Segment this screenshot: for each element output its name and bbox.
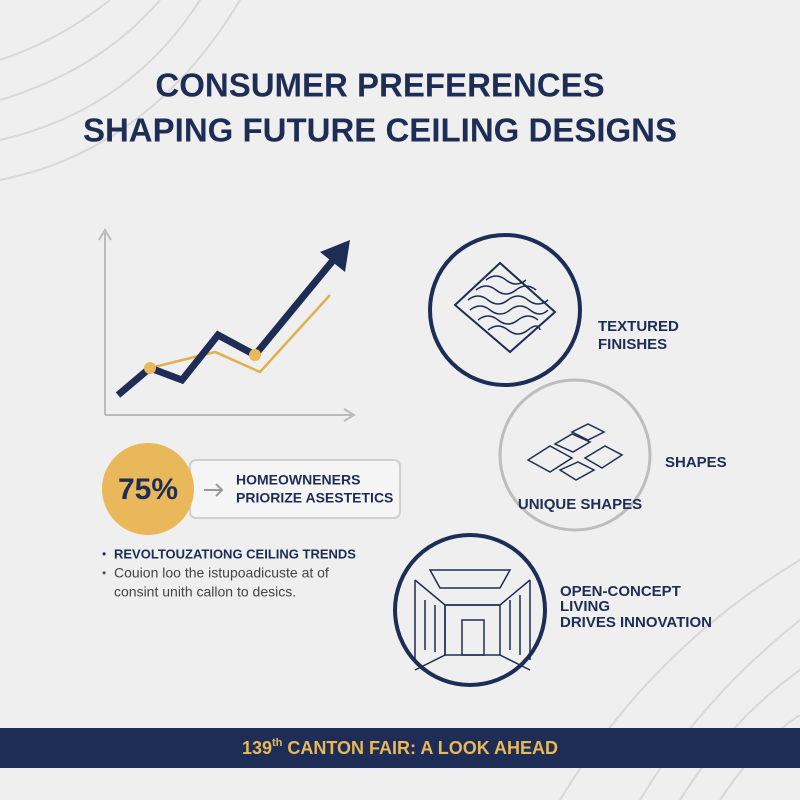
trend-illustration [98, 228, 356, 422]
feature-label: FINISHES [598, 336, 667, 353]
feature-label: SHAPES [665, 454, 727, 471]
feature-label: TEXTURED [598, 318, 679, 335]
stat-label: PRIORIZE ASESTETICS [236, 490, 393, 506]
feature-caption: UNIQUE SHAPES [518, 496, 642, 513]
feature-label: LIVING [560, 598, 610, 615]
bullet: • [102, 547, 106, 561]
footer-number: 139 [242, 738, 272, 758]
title-line: CONSUMER PREFERENCES [155, 67, 604, 104]
title-line: SHAPING FUTURE CEILING DESIGNS [83, 112, 677, 149]
footer-text: 139th CANTON FAIR: A LOOK AHEAD [242, 737, 558, 758]
stat-value: 75% [118, 473, 178, 506]
bullet-text: consint unith callon to desics. [114, 584, 296, 600]
stat-label: HOMEOWNENERS [236, 472, 360, 488]
shapes-icon [526, 423, 624, 481]
footer-main: CANTON FAIR: A LOOK AHEAD [282, 738, 558, 758]
footer-suffix: th [272, 737, 283, 749]
bullet-heading: REVOLTOUZATIONG CEILING TRENDS [114, 546, 356, 561]
feature-circle [498, 378, 652, 532]
feature-label: OPEN-CONCEPT [560, 583, 681, 600]
feature-circle [393, 533, 547, 687]
texture-icon [453, 261, 557, 354]
feature-circle [428, 233, 582, 387]
arrow [204, 483, 224, 497]
bullet-text: Couion loo the istupoadicuste at of [114, 565, 329, 581]
footer-bar [0, 728, 800, 768]
room-icon [414, 569, 531, 671]
stat-circle [102, 443, 194, 535]
bullet: • [102, 566, 106, 580]
feature-label: DRIVES INNOVATION [560, 614, 712, 631]
